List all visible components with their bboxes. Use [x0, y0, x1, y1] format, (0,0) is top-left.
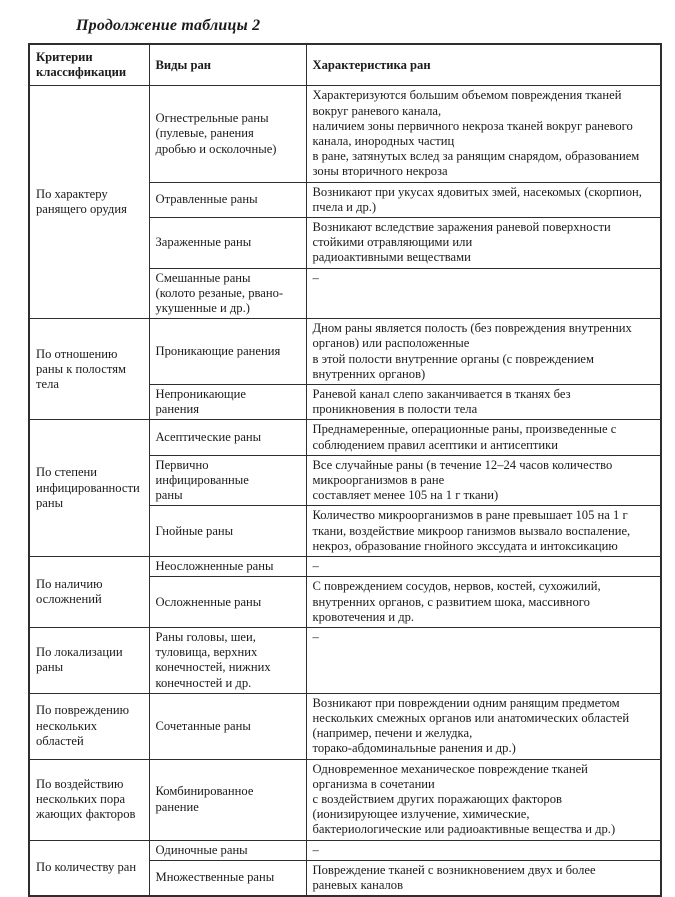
wound-type-cell: Раны головы, шеи, туловища, верхних коне… — [148, 626, 307, 694]
table-row: Непроникающие ранения Раневой канал слеп… — [29, 384, 662, 421]
header-criteria-cell: Критерии классификации — [28, 43, 150, 87]
criterion-body-cavities: По отношению раны к полостям тела — [28, 318, 150, 421]
table-row: По воздействию нескольких пора жающих фа… — [28, 758, 662, 841]
table-row: Гнойные раны Количество микроорганизмов … — [29, 505, 662, 558]
table-row: Осложненные раны С повреждением сосудов,… — [29, 576, 662, 628]
table-row: Первично инфицированные раны Все случайн… — [29, 454, 662, 507]
characteristic-cell: Возникают при повреждении одним ранящим … — [305, 692, 662, 760]
table-row: По локализации раны Раны головы, шеи, ту… — [28, 626, 662, 694]
wound-classification-table: Критерии классификации Виды ран Характер… — [28, 43, 662, 897]
wound-type-cell: Отравленные раны — [148, 181, 307, 219]
wound-type-cell: Смешанные раны (колото резаные, рвано- у… — [148, 267, 307, 320]
header-row: Критерии классификации Виды ран Характер… — [28, 43, 662, 87]
table-row: Смешанные раны (колото резаные, рвано- у… — [29, 267, 662, 320]
characteristic-cell: – — [305, 839, 662, 861]
characteristic-cell: Возникают при укусах ядовитых змей, насе… — [305, 181, 662, 219]
wound-type-cell: Непроникающие ранения — [148, 384, 307, 421]
document-page: Продолжение таблицы 2 Критерии классифик… — [28, 17, 662, 897]
table-row: Зараженные раны Возникают вследствие зар… — [29, 217, 662, 269]
table-row: По количеству ран Одиночные раны – — [28, 839, 662, 897]
wound-type-cell: Огнестрельные раны (пулевые, ранения дро… — [148, 85, 307, 183]
criterion-multiple-areas: По повреждению нескольких областей — [28, 692, 150, 760]
characteristic-cell: С повреждением сосудов, нервов, костей, … — [305, 576, 662, 628]
characteristic-cell: Повреждение тканей с возникновением двух… — [305, 859, 662, 897]
characteristic-cell: Все случайные раны (в течение 12–24 часо… — [305, 454, 662, 507]
criterion-wound-count: По количеству ран — [28, 839, 150, 897]
characteristic-cell: Дном раны является полость (без поврежде… — [305, 318, 662, 386]
wound-type-cell: Одиночные раны — [148, 839, 307, 861]
characteristic-cell: Характеризуются большим объемом поврежде… — [305, 85, 662, 183]
characteristic-cell: – — [305, 556, 662, 578]
table-row: По степени инфицированности раны Асептич… — [28, 419, 662, 558]
wound-type-cell: Комбинированное ранение — [148, 758, 307, 841]
wound-type-cell: Асептические раны — [148, 419, 307, 456]
wound-type-cell: Сочетанные раны — [148, 692, 307, 760]
table-caption: Продолжение таблицы 2 — [76, 17, 261, 34]
characteristic-cell: Раневой канал слепо заканчивается в ткан… — [305, 384, 662, 421]
wound-type-cell: Гнойные раны — [148, 505, 307, 558]
criterion-multiple-factors: По воздействию нескольких пора жающих фа… — [28, 758, 150, 841]
table-row: По отношению раны к полостям тела Проник… — [28, 318, 662, 421]
criterion-infection-degree: По степени инфицированности раны — [28, 419, 150, 558]
wound-type-cell: Множественные раны — [148, 859, 307, 897]
criterion-localization: По локализации раны — [28, 626, 150, 694]
characteristic-cell: Одновременное механическое повреждение т… — [305, 758, 662, 841]
header-characteristics-cell: Характеристика ран — [305, 43, 662, 87]
characteristic-cell: Количество микроорганизмов в ране превыш… — [305, 505, 662, 558]
wound-type-cell: Первично инфицированные раны — [148, 454, 307, 507]
table-row: По характеру ранящего орудия Огнестрельн… — [28, 85, 662, 320]
characteristic-cell: – — [305, 626, 662, 694]
wound-type-cell: Неосложненные раны — [148, 556, 307, 578]
characteristic-cell: Возникают вследствие заражения раневой п… — [305, 217, 662, 269]
table-row: Отравленные раны Возникают при укусах яд… — [29, 181, 662, 219]
table-row: По повреждению нескольких областей Сочет… — [28, 692, 662, 760]
criterion-complications: По наличию осложнений — [28, 556, 150, 628]
criterion-weapon-nature: По характеру ранящего орудия — [28, 85, 150, 320]
wound-type-cell: Осложненные раны — [148, 576, 307, 628]
header-types-cell: Виды ран — [148, 43, 307, 87]
wound-type-cell: Зараженные раны — [148, 217, 307, 269]
table-row: По наличию осложнений Неосложненные раны… — [28, 556, 662, 628]
characteristic-cell: Преднамеренные, операционные раны, произ… — [305, 419, 662, 456]
characteristic-cell: – — [305, 267, 662, 320]
wound-type-cell: Проникающие ранения — [148, 318, 307, 386]
